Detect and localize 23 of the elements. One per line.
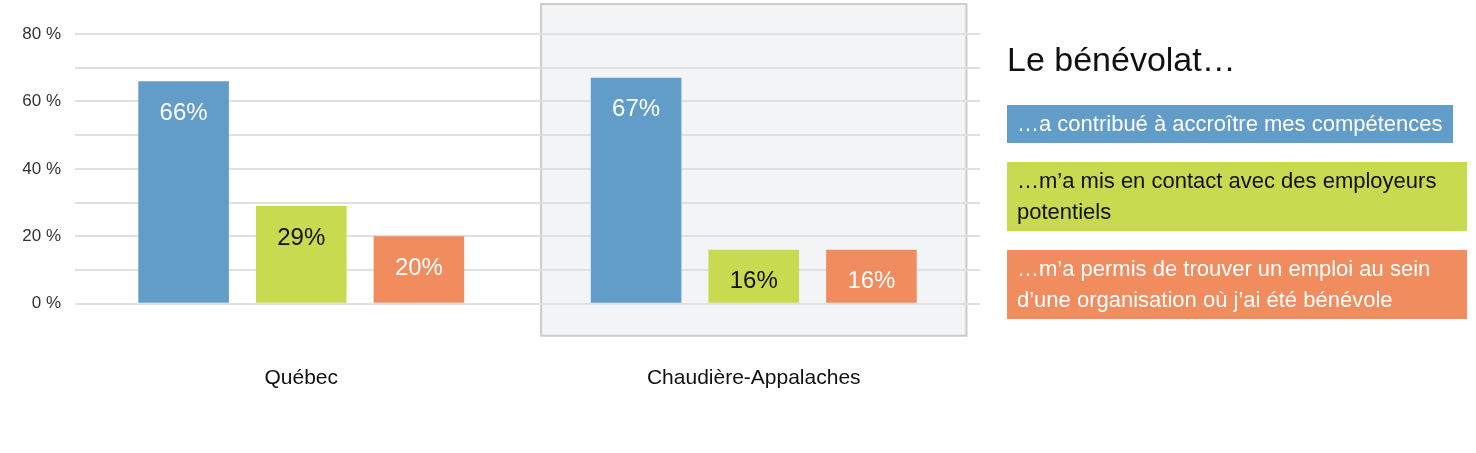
- bar: [138, 81, 229, 303]
- data-label: 66%: [159, 97, 208, 125]
- y-tick-label: 0 %: [31, 293, 61, 313]
- x-tick-label: Québec: [264, 365, 339, 389]
- data-label: 67%: [612, 94, 661, 122]
- text: …a contribué à accroître mes compétences: [1007, 105, 1453, 143]
- data-label: 29%: [277, 222, 326, 250]
- y-tick-label: 80 %: [22, 23, 61, 43]
- legend-title: Le bénévolat…: [1007, 40, 1237, 79]
- bar: [826, 249, 917, 303]
- bar: [373, 236, 465, 303]
- bar: [590, 77, 682, 303]
- text: …m’a permis de trouver un emploi au sein d’une organisation où j’ai été bénévole: [1007, 250, 1467, 319]
- y-tick-label: 60 %: [22, 91, 61, 111]
- bar: [255, 206, 347, 303]
- data-label: 16%: [729, 266, 778, 294]
- x-tick-label: Chaudière-Appalaches: [646, 365, 861, 389]
- y-tick-label: 40 %: [22, 158, 61, 178]
- data-label: 20%: [394, 252, 443, 280]
- text: …m’a mis en contact avec des employeurs potentiels: [1007, 162, 1467, 231]
- data-label: 16%: [847, 266, 896, 294]
- y-tick-label: 20 %: [22, 226, 61, 246]
- bar: [708, 249, 800, 303]
